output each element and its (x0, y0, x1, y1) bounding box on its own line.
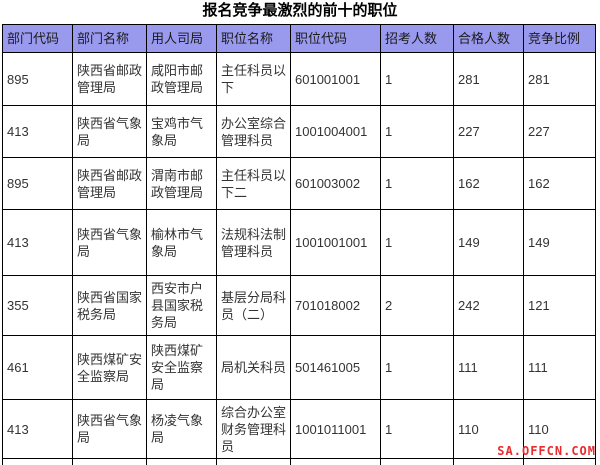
cell-pos-code: 501461005 (290, 335, 381, 400)
cell-dept-name: 陕西省国家税务局 (72, 275, 147, 336)
cell-recruited: 1 (380, 399, 454, 459)
column-header-bureau: 用人司局 (146, 24, 217, 53)
cell-qualified: 110 (453, 399, 524, 459)
cell-pos-code: 1001011001 (290, 399, 381, 459)
table-row: 413 陕西省气象局 杨凌气象局 综合办公室财务管理科员 1001011001 … (2, 399, 596, 459)
cell-qualified: 111 (453, 335, 524, 400)
cell-position: 办公室综合管理科员 (216, 105, 291, 158)
cell-ratio: 281 (523, 52, 596, 106)
table-row (2, 458, 596, 465)
cell-pos-code: 701018002 (290, 275, 381, 336)
cell-ratio: 111 (523, 335, 596, 400)
cell-bureau: 西安市户县国家税务局 (146, 275, 217, 336)
cell-position: 局机关科员 (216, 335, 291, 400)
table-row: 461 陕西煤矿安全监察局 陕西煤矿安全监察局 局机关科员 501461005 … (2, 335, 596, 400)
cell-ratio: 110 (523, 399, 596, 459)
table-row: 355 陕西省国家税务局 西安市户县国家税务局 基层分局科员（二） 701018… (2, 275, 596, 336)
column-header-ratio: 竞争比例 (523, 24, 596, 53)
cell-bureau: 榆林市气象局 (146, 209, 217, 276)
cell-dept-code: 895 (2, 52, 73, 106)
cell-dept-code: 413 (2, 399, 73, 459)
cell-recruited: 1 (380, 105, 454, 158)
cell-recruited (380, 458, 454, 465)
cell-pos-code: 1001001001 (290, 209, 381, 276)
cell-dept-name: 陕西煤矿安全监察局 (72, 335, 147, 400)
cell-qualified: 281 (453, 52, 524, 106)
column-header-dept-name: 部门名称 (72, 24, 147, 53)
positions-table: 部门代码 部门名称 用人司局 职位名称 职位代码 招考人数 合格人数 竞争比例 … (2, 24, 596, 465)
cell-bureau: 渭南市邮政管理局 (146, 157, 217, 210)
cell-pos-code: 601001001 (290, 52, 381, 106)
cell-ratio (523, 458, 596, 465)
cell-pos-code (290, 458, 381, 465)
cell-pos-code: 601003002 (290, 157, 381, 210)
cell-dept-name: 陕西省气象局 (72, 105, 147, 158)
table-header: 部门代码 部门名称 用人司局 职位名称 职位代码 招考人数 合格人数 竞争比例 (2, 24, 596, 53)
table-row: 413 陕西省气象局 榆林市气象局 法规科法制管理科员 1001001001 1… (2, 209, 596, 276)
cell-dept-code: 461 (2, 335, 73, 400)
cell-dept-code (2, 458, 73, 465)
cell-dept-name: 陕西省气象局 (72, 209, 147, 276)
cell-dept-name: 陕西省邮政管理局 (72, 157, 147, 210)
cell-qualified (453, 458, 524, 465)
table-body: 895 陕西省邮政管理局 咸阳市邮政管理局 主任科员以下 601001001 1… (2, 52, 596, 465)
cell-ratio: 121 (523, 275, 596, 336)
cell-dept-code: 413 (2, 209, 73, 276)
cell-position: 法规科法制管理科员 (216, 209, 291, 276)
cell-qualified: 227 (453, 105, 524, 158)
table-row: 413 陕西省气象局 宝鸡市气象局 办公室综合管理科员 1001004001 1… (2, 105, 596, 158)
cell-dept-name: 陕西省邮政管理局 (72, 52, 147, 106)
header-row: 部门代码 部门名称 用人司局 职位名称 职位代码 招考人数 合格人数 竞争比例 (2, 24, 596, 53)
cell-dept-name (72, 458, 147, 465)
cell-dept-code: 413 (2, 105, 73, 158)
cell-qualified: 242 (453, 275, 524, 336)
cell-position: 基层分局科员（二） (216, 275, 291, 336)
cell-dept-name: 陕西省气象局 (72, 399, 147, 459)
cell-position: 综合办公室财务管理科员 (216, 399, 291, 459)
column-header-dept-code: 部门代码 (2, 24, 73, 53)
cell-dept-code: 895 (2, 157, 73, 210)
cell-qualified: 162 (453, 157, 524, 210)
column-header-position: 职位名称 (216, 24, 291, 53)
cell-qualified: 149 (453, 209, 524, 276)
cell-bureau: 咸阳市邮政管理局 (146, 52, 217, 106)
cell-ratio: 149 (523, 209, 596, 276)
column-header-recruited: 招考人数 (380, 24, 454, 53)
cell-dept-code: 355 (2, 275, 73, 336)
column-header-qualified: 合格人数 (453, 24, 524, 53)
cell-position: 主任科员以下 (216, 52, 291, 106)
cell-position (216, 458, 291, 465)
cell-recruited: 2 (380, 275, 454, 336)
cell-bureau: 宝鸡市气象局 (146, 105, 217, 158)
cell-bureau (146, 458, 217, 465)
cell-recruited: 1 (380, 335, 454, 400)
watermark: SA.OFFCN.COM (497, 444, 596, 458)
table-row: 895 陕西省邮政管理局 渭南市邮政管理局 主任科员以下二 601003002 … (2, 157, 596, 210)
cell-position: 主任科员以下二 (216, 157, 291, 210)
cell-ratio: 227 (523, 105, 596, 158)
column-header-pos-code: 职位代码 (290, 24, 381, 53)
cell-pos-code: 1001004001 (290, 105, 381, 158)
cell-bureau: 陕西煤矿安全监察局 (146, 335, 217, 400)
table-row: 895 陕西省邮政管理局 咸阳市邮政管理局 主任科员以下 601001001 1… (2, 52, 596, 106)
cell-recruited: 1 (380, 52, 454, 106)
page-title: 报名竞争最激烈的前十的职位 (202, 2, 398, 19)
cell-bureau: 杨凌气象局 (146, 399, 217, 459)
cell-recruited: 1 (380, 157, 454, 210)
cell-ratio: 162 (523, 157, 596, 210)
cell-recruited: 1 (380, 209, 454, 276)
